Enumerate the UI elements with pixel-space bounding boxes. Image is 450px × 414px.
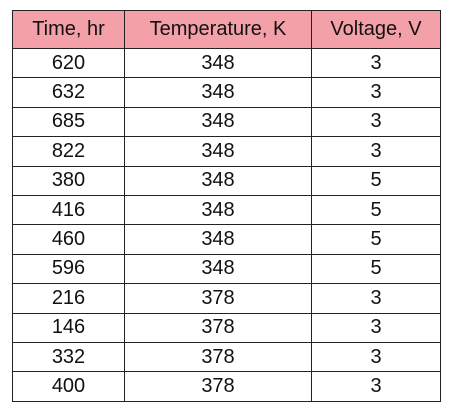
table-row: 332 378 3	[12, 341, 441, 373]
table-row: 596 348 5	[12, 253, 441, 285]
table-cell: 378	[124, 371, 312, 402]
table-cell: 348	[124, 253, 312, 285]
header-cell: Time, hr	[12, 10, 125, 49]
table-cell: 596	[12, 253, 125, 285]
header-row: Time, hr Temperature, K Voltage, V	[12, 10, 441, 49]
table-cell: 348	[124, 47, 312, 79]
table-body: 620 348 3 632 348 3 685 348 3 822 348 3 380 348 5 416 34…	[12, 47, 441, 402]
table-cell: 685	[12, 106, 125, 138]
table-cell: 348	[124, 165, 312, 196]
table-cell: 378	[124, 283, 312, 314]
table-row: 380 348 5	[12, 165, 441, 196]
table-cell: 3	[311, 77, 441, 108]
table-row: 685 348 3	[12, 106, 441, 138]
table-cell: 3	[311, 136, 441, 167]
table-cell: 5	[311, 165, 441, 196]
table-cell: 348	[124, 194, 312, 226]
table-cell: 620	[12, 47, 125, 79]
table-cell: 216	[12, 283, 125, 314]
table-cell: 3	[311, 312, 441, 343]
table-cell: 5	[311, 224, 441, 255]
table-cell: 416	[12, 194, 125, 226]
table-cell: 3	[311, 47, 441, 79]
table-row: 822 348 3	[12, 136, 441, 167]
table-cell: 146	[12, 312, 125, 343]
table-row: 416 348 5	[12, 194, 441, 226]
table-cell: 822	[12, 136, 125, 167]
table-row: 216 378 3	[12, 283, 441, 314]
table-cell: 3	[311, 283, 441, 314]
table-cell: 378	[124, 341, 312, 373]
header-cell: Voltage, V	[311, 10, 441, 49]
table-cell: 348	[124, 136, 312, 167]
table-row: 620 348 3	[12, 47, 441, 79]
table-cell: 3	[311, 106, 441, 138]
data-table: Time, hr Temperature, K Voltage, V 620 348 3…	[12, 10, 441, 402]
table-cell: 5	[311, 253, 441, 285]
table-row: 460 348 5	[12, 224, 441, 255]
table-cell: 380	[12, 165, 125, 196]
table-row: 400 378 3	[12, 371, 441, 402]
table-cell: 378	[124, 312, 312, 343]
table-cell: 632	[12, 77, 125, 108]
table-cell: 3	[311, 341, 441, 373]
table-cell: 348	[124, 224, 312, 255]
table-row: 146 378 3	[12, 312, 441, 343]
table-row: 632 348 3	[12, 77, 441, 108]
table-cell: 3	[311, 371, 441, 402]
table-cell: 332	[12, 341, 125, 373]
table-cell: 5	[311, 194, 441, 226]
header-cell: Temperature, K	[124, 10, 312, 49]
table-cell: 348	[124, 77, 312, 108]
table-cell: 348	[124, 106, 312, 138]
table-cell: 460	[12, 224, 125, 255]
table-cell: 400	[12, 371, 125, 402]
